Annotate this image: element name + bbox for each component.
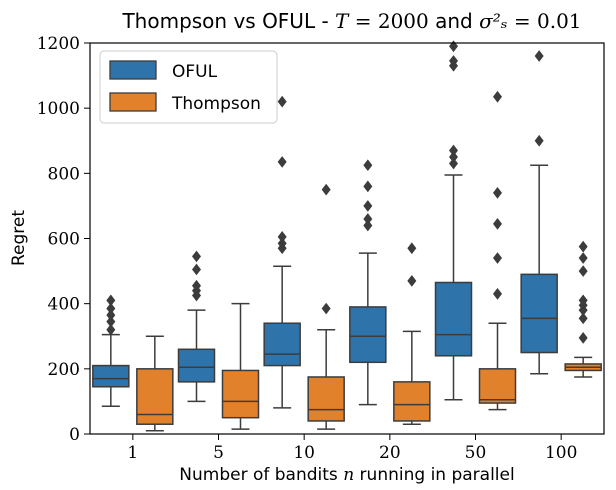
outlier-point [449,157,458,170]
x-tick-label: 50 [465,443,487,463]
y-tick-label: 600 [48,230,80,250]
outlier-point [277,95,287,108]
box-thompson-1 [136,335,174,432]
outlier-point [106,315,116,328]
outlier-point [578,240,588,253]
y-tick-label: 400 [48,295,80,315]
x-tick-label: 10 [293,443,315,463]
chart-title: Thompson vs OFUL - T = 2000 and σ²ₛ = 0.… [121,9,581,33]
outlier-point [449,144,458,157]
box-oful-20 [349,159,387,406]
outlier-point [363,213,373,225]
legend: OFUL Thompson [99,50,278,124]
box-oful-10 [263,95,301,409]
outlier-point [363,180,373,193]
outlier-point [493,187,502,199]
outlier-point [192,263,201,276]
box-thompson-50 [478,90,517,411]
box-oful-50 [434,40,473,401]
outlier-point [534,50,544,62]
outlier-point [106,302,116,315]
legend-label-oful: OFUL [172,62,218,82]
x-tick-label: 1 [127,443,138,463]
x-tick-label: 20 [379,443,401,463]
outlier-point [449,151,458,163]
y-axis-label: Regret [9,210,29,266]
box-iqr [307,376,345,422]
plot-area [92,40,602,432]
outlier-point [534,134,544,147]
box-iqr [393,381,431,422]
outlier-point [277,231,287,243]
y-tick-label: 1200 [37,34,80,54]
outlier-point [578,312,588,325]
box-oful-1 [92,294,130,408]
outlier-point [493,288,502,300]
outlier-point [363,219,373,232]
x-tick-label: 100 [545,443,577,463]
outlier-point [106,294,116,307]
box-iqr [221,369,260,419]
y-axis: 0 200 400 600 800 1000 1200 [37,34,90,445]
outlier-point [192,279,201,292]
outlier-point [578,265,588,277]
outlier-point [277,156,287,168]
box-iqr [177,348,216,383]
outlier-point [578,294,588,307]
outlier-point [106,323,116,336]
outlier-point [363,200,373,212]
y-tick-label: 200 [48,360,80,380]
box-thompson-20 [393,242,431,425]
box-oful-100 [520,50,558,375]
outlier-point [192,250,201,263]
x-axis-label: Number of bandits n running in parallel [179,465,514,485]
box-thompson-5 [221,302,260,430]
legend-swatch-thompson [109,92,157,112]
outlier-point [277,237,287,250]
outlier-point [449,40,458,53]
outlier-point [493,252,502,264]
box-iqr [136,368,174,425]
box-iqr [434,281,473,357]
outlier-point [321,302,331,315]
outlier-point [578,252,588,264]
x-axis: 1 5 10 20 50 100 [127,434,577,463]
legend-swatch-oful [109,60,157,80]
box-iqr [478,368,517,404]
outlier-point [321,183,331,196]
box-thompson-10 [307,183,345,430]
outlier-point [578,332,588,344]
box-iqr [263,322,301,367]
box-iqr [92,364,130,388]
legend-label-thompson: Thompson [171,94,261,114]
outlier-point [363,159,373,172]
outlier-point [493,217,502,230]
outlier-point [493,90,502,103]
y-tick-label: 800 [48,164,80,184]
box-thompson-100 [564,240,602,378]
outlier-point [407,242,417,255]
y-tick-label: 1000 [37,99,80,119]
outlier-point [106,309,116,321]
y-tick-label: 0 [69,425,80,445]
x-tick-label: 5 [213,443,224,463]
outlier-point [449,55,458,67]
box-oful-5 [177,250,216,403]
box-iqr [520,273,558,354]
outlier-point [407,275,417,287]
box-iqr [349,306,387,364]
